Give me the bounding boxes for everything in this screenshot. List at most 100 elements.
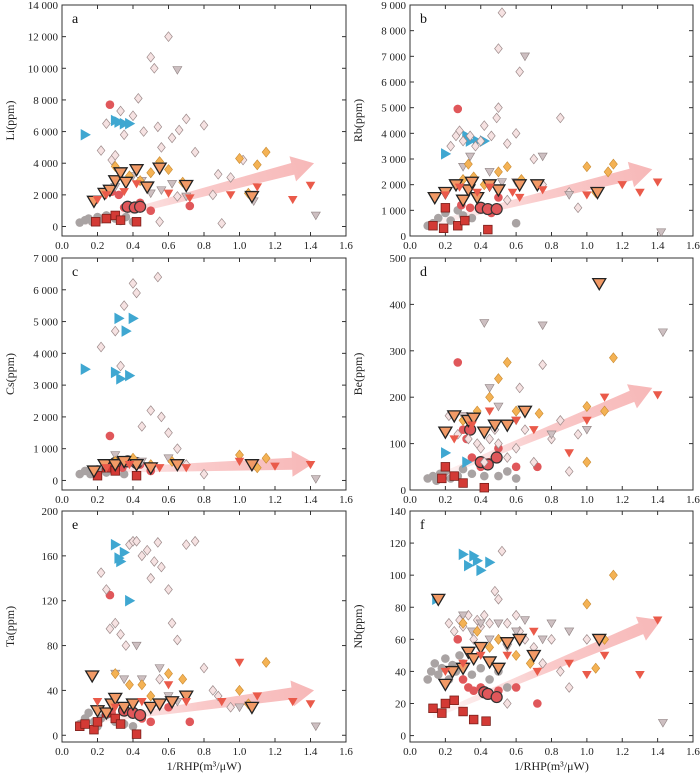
data-point [139,181,155,195]
data-point [124,460,135,470]
data-point [525,657,535,669]
y-tick-label: 4 000 [33,348,58,360]
series-tri-down-red [92,180,316,205]
series-blue-triangle [441,447,473,468]
y-tick-label: 2 000 [381,180,406,192]
data-point [652,616,663,625]
data-point [110,713,120,724]
y-tick-label: 5 000 [381,103,406,115]
series-red-square [428,203,493,235]
data-point [485,556,496,569]
data-point [591,633,607,647]
data-point [437,708,447,718]
y-tick-label: 5 000 [33,317,58,329]
data-point [529,179,545,193]
data-point [502,161,512,173]
x-tick-label: 1.2 [268,746,282,758]
data-point [244,701,260,715]
y-tick-label: 500 [390,253,407,265]
x-tick-label: 1.2 [615,240,629,252]
data-point [532,667,543,676]
data-point [208,685,218,696]
data-point [234,703,245,713]
data-point [110,703,121,712]
data-point [143,462,159,476]
data-point [101,191,112,200]
data-point [485,433,494,445]
data-point [465,130,475,142]
data-point [102,184,118,198]
data-point [635,671,645,680]
data-point [453,358,463,367]
y-tick-label: 0 [53,730,59,742]
y-tick-label: 3 000 [33,380,58,392]
x-tick-label: 1.6 [686,240,700,252]
data-point [153,121,163,133]
data-point [190,146,200,158]
data-point [430,659,440,668]
data-point [479,319,490,328]
y-tick-label: 140 [390,506,407,518]
y-axis-label: Cs(ppm) [3,353,17,395]
y-tick-label: 40 [47,685,59,697]
series-red-circle-outline [474,201,503,216]
data-point [173,443,182,455]
data-point [110,451,121,460]
data-point [458,135,468,147]
x-tick-label: 1.0 [580,494,594,506]
data-point [102,118,111,130]
data-point [155,216,164,228]
data-point [430,593,446,607]
data-point [494,373,503,385]
data-point [164,696,180,710]
data-point [511,462,521,472]
data-point [564,191,575,200]
data-point [134,92,143,104]
data-point [472,554,484,567]
data-point [582,161,592,173]
data-point [181,698,192,707]
x-tick-label: 0.8 [197,240,211,252]
data-point [573,202,583,214]
data-point [484,407,495,416]
data-point [114,312,125,325]
panel-d: 0 100 200 300 400 500 0.0 0.2 0.4 0.6 0.8 1.0 1.2 1.4… [351,253,700,506]
data-point [164,31,173,43]
data-point [537,635,548,645]
x-tick-label: 1.2 [615,494,629,506]
data-point [235,152,244,164]
data-point [582,456,592,468]
y-tick-label: 100 [390,439,407,451]
data-point [131,180,142,189]
data-point [101,213,112,224]
data-point [428,221,438,231]
panel-letter: c [72,265,78,280]
data-point [125,117,136,130]
data-point [490,202,503,216]
data-point [493,619,504,629]
data-point [453,635,463,644]
data-point [441,447,452,459]
data-point [252,692,263,701]
data-point [453,104,463,114]
data-point [146,572,156,584]
data-point [146,167,156,179]
data-point [458,675,468,684]
data-point [131,641,142,651]
data-point [490,585,500,597]
y-tick-label: 200 [42,506,59,518]
data-point [169,459,186,473]
data-point [529,456,539,468]
y-tick-label: 3 000 [381,154,406,166]
data-point [476,426,492,440]
x-tick-label: 0.4 [474,746,488,758]
x-tick-label: 0.0 [55,746,69,758]
data-point [131,217,142,227]
y-tick-label: 2 000 [33,190,58,202]
data-point [464,559,475,572]
series-red-circle-outline [478,686,503,704]
data-point [511,683,521,692]
data-point [502,698,512,709]
data-point [423,675,432,684]
x-tick-label: 1.2 [615,746,629,758]
